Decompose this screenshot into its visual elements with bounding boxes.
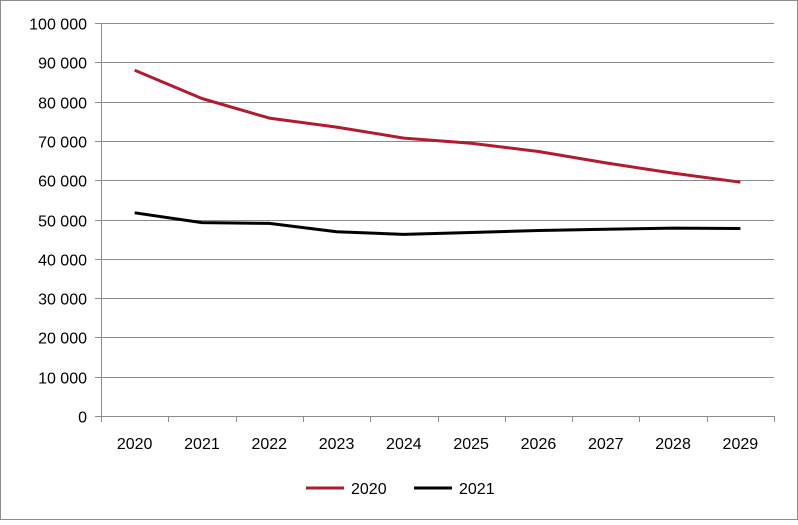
y-tick-labels: 0 10 000 20 000 30 000 40 000 50 000 60 000 70 … — [29, 17, 87, 427]
y-tick-label: 0 — [78, 410, 87, 427]
x-tick-labels: 2020 2021 2022 2023 2024 2025 2026 2027 2028 2029 — [117, 436, 758, 453]
legend-label: 2021 — [459, 481, 495, 498]
y-tick-label: 80 000 — [38, 96, 87, 113]
legend-label: 2020 — [351, 481, 387, 498]
y-tick-label: 10 000 — [38, 371, 87, 388]
x-tick-label: 2027 — [588, 436, 624, 453]
x-tick-label: 2028 — [655, 436, 691, 453]
x-tick-label: 2023 — [319, 436, 355, 453]
series-lines — [134, 68, 741, 236]
y-tick-label: 30 000 — [38, 292, 87, 309]
y-tick-label: 90 000 — [38, 56, 87, 73]
x-tick-label: 2025 — [453, 436, 489, 453]
y-tick-label: 50 000 — [38, 214, 87, 231]
axes — [95, 23, 775, 422]
x-tick-label: 2021 — [184, 436, 220, 453]
series-line-2020 — [134, 68, 741, 184]
x-tick-label: 2022 — [251, 436, 287, 453]
y-tick-label: 40 000 — [38, 253, 87, 270]
y-tick-label: 60 000 — [38, 174, 87, 191]
gridlines — [101, 23, 774, 378]
y-tick-label: 20 000 — [38, 331, 87, 348]
x-tick-label: 2029 — [723, 436, 759, 453]
x-tick-label: 2024 — [386, 436, 422, 453]
x-tick-label: 2020 — [117, 436, 153, 453]
legend: 2020 2021 — [306, 481, 495, 498]
x-tick-label: 2026 — [521, 436, 557, 453]
y-tick-label: 70 000 — [38, 135, 87, 152]
y-tick-label: 100 000 — [29, 17, 87, 34]
series-line-2021 — [134, 211, 741, 236]
